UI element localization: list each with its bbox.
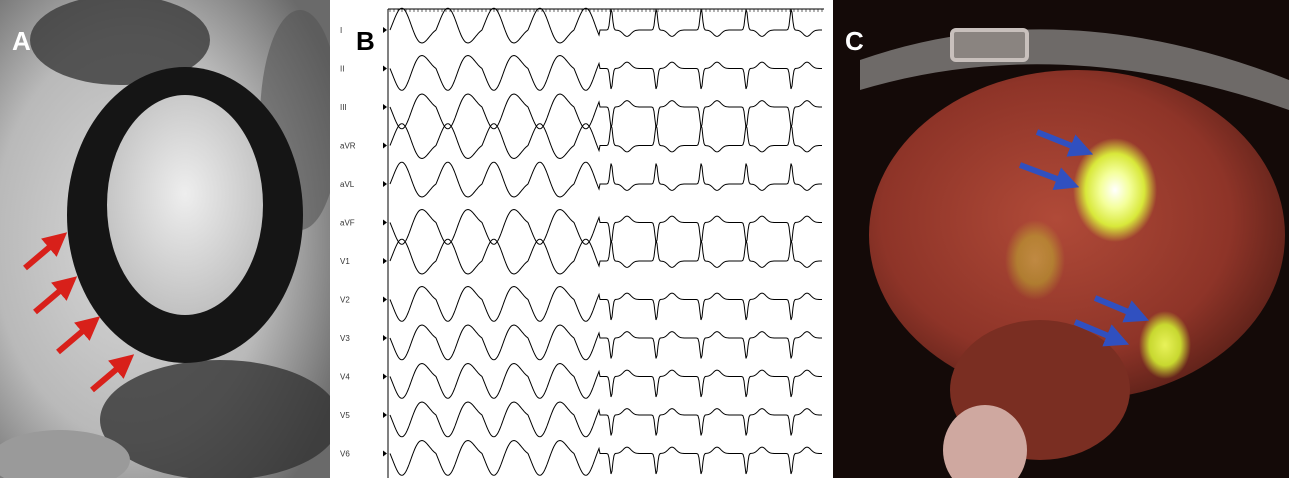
panel-a: A xyxy=(0,0,340,478)
lead-label: V1 xyxy=(340,257,350,266)
lead-label: I xyxy=(340,26,342,35)
panel-label: B xyxy=(356,26,375,56)
lead-label: aVL xyxy=(340,180,355,189)
lead-label: V6 xyxy=(340,450,350,459)
lead-label: II xyxy=(340,65,344,74)
lead-label: aVF xyxy=(340,219,355,228)
panel-c: C xyxy=(833,0,1289,478)
lead-label: V2 xyxy=(340,296,350,305)
panel-label: C xyxy=(845,26,864,56)
lead-label: V4 xyxy=(340,373,350,382)
page: A B IIIIIIaVRaVLaVFV1V2V3V4V5V6 C (() =>… xyxy=(0,0,1289,478)
lead-label: V3 xyxy=(340,334,350,343)
lead-label: III xyxy=(340,103,347,112)
panel-label: A xyxy=(12,26,31,56)
lead-label: aVR xyxy=(340,142,356,151)
figure: A B IIIIIIaVRaVLaVFV1V2V3V4V5V6 C xyxy=(0,0,1289,478)
lead-label: V5 xyxy=(340,411,350,420)
